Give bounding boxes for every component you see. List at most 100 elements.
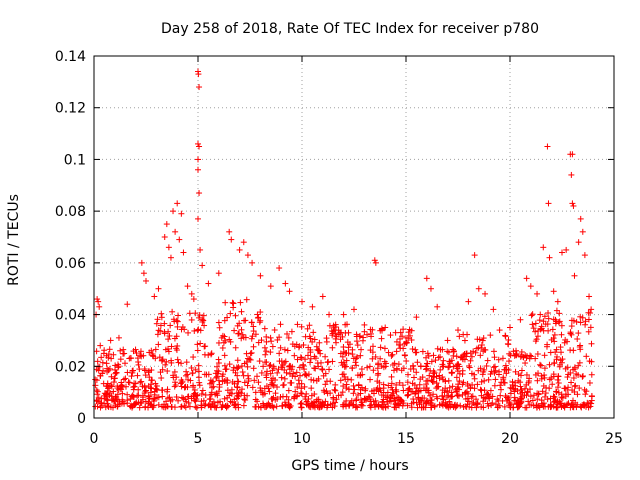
data-point-background <box>240 402 247 409</box>
data-point-background <box>223 404 230 411</box>
data-point-background <box>510 385 517 392</box>
data-point-background <box>276 350 283 357</box>
data-point-peak <box>540 244 547 251</box>
data-point-background <box>342 350 349 357</box>
data-point-background <box>97 372 104 379</box>
data-point-background <box>183 372 190 379</box>
data-point-background <box>474 336 481 343</box>
data-point-background <box>423 365 430 372</box>
data-point-background <box>376 385 383 392</box>
data-point-background <box>261 325 268 332</box>
data-point-background <box>505 358 512 365</box>
data-point-background <box>147 384 154 391</box>
data-point-background <box>530 325 537 332</box>
data-point-background <box>173 393 180 400</box>
data-point-background <box>406 385 413 392</box>
data-point-peak <box>96 303 103 310</box>
data-point-background <box>490 348 497 355</box>
data-point-background <box>558 349 565 356</box>
data-point-peak <box>282 280 289 287</box>
data-point-background <box>255 314 262 321</box>
data-point-background <box>349 346 356 353</box>
data-point-background <box>113 369 120 376</box>
data-point-background <box>484 357 491 364</box>
data-point-background <box>251 377 258 384</box>
data-point-background <box>480 335 487 342</box>
data-point-background <box>559 394 566 401</box>
data-point-background <box>367 376 374 383</box>
data-point-background <box>347 399 354 406</box>
data-point-background <box>234 357 241 364</box>
plot-frame <box>93 55 615 419</box>
data-point-background <box>435 354 442 361</box>
data-point-background <box>192 398 199 405</box>
data-point-background <box>510 348 517 355</box>
data-point-background <box>433 380 440 387</box>
data-point-background <box>377 344 384 351</box>
data-point-background <box>436 372 443 379</box>
data-point-background <box>318 365 325 372</box>
data-point-background <box>140 352 147 359</box>
data-point-background <box>523 354 530 361</box>
data-point-background <box>382 363 389 370</box>
data-point-background <box>301 371 308 378</box>
data-point-background <box>488 368 495 375</box>
data-point-background <box>291 352 298 359</box>
data-point-background <box>240 372 247 379</box>
data-point-background <box>301 383 308 390</box>
data-point-background <box>301 366 308 373</box>
data-point-background <box>387 332 394 339</box>
data-point-background <box>449 383 456 390</box>
data-point-background <box>471 375 478 382</box>
data-point-peak <box>444 337 451 344</box>
data-point-background <box>93 377 100 384</box>
data-point-background <box>440 363 447 370</box>
ticks-layer <box>93 55 615 419</box>
data-point-peak <box>550 288 557 295</box>
data-point-background <box>311 365 318 372</box>
data-point-background <box>221 352 228 359</box>
x-tick-label: 5 <box>194 431 203 447</box>
data-point-background <box>361 328 368 335</box>
data-point-background <box>439 392 446 399</box>
data-point-background <box>145 368 152 375</box>
data-point-background <box>184 371 191 378</box>
data-point-background <box>161 401 168 408</box>
data-point-background <box>243 296 250 303</box>
data-point-background <box>175 397 182 404</box>
data-point-background <box>196 379 203 386</box>
data-point-background <box>428 358 435 365</box>
data-point-background <box>108 382 115 389</box>
data-point-background <box>234 365 241 372</box>
data-point-background <box>316 347 323 354</box>
data-point-background <box>239 386 246 393</box>
data-point-background <box>258 404 265 411</box>
data-point-background <box>583 353 590 360</box>
data-point-background <box>551 338 558 345</box>
data-point-background <box>117 347 124 354</box>
data-point-background <box>456 363 463 370</box>
data-point-background <box>330 394 337 401</box>
data-point-background <box>121 360 128 367</box>
data-point-background <box>229 399 236 406</box>
data-point-background <box>226 361 233 368</box>
data-point-background <box>380 381 387 388</box>
data-point-background <box>229 378 236 385</box>
data-point-background <box>267 349 274 356</box>
data-point-background <box>562 365 569 372</box>
data-point-background <box>405 329 412 336</box>
data-point-background <box>343 385 350 392</box>
data-point-background <box>352 359 359 366</box>
data-point-background <box>134 372 141 379</box>
data-point-background <box>284 330 291 337</box>
data-point-background <box>369 349 376 356</box>
data-point-background <box>512 379 519 386</box>
data-point-background <box>260 391 267 398</box>
data-point-background <box>529 321 536 328</box>
data-point-background <box>107 404 114 411</box>
data-point-peak <box>570 202 577 209</box>
data-point-background <box>167 322 174 329</box>
data-point-background <box>192 366 199 373</box>
data-point-background <box>254 311 261 318</box>
data-point-background <box>244 355 251 362</box>
